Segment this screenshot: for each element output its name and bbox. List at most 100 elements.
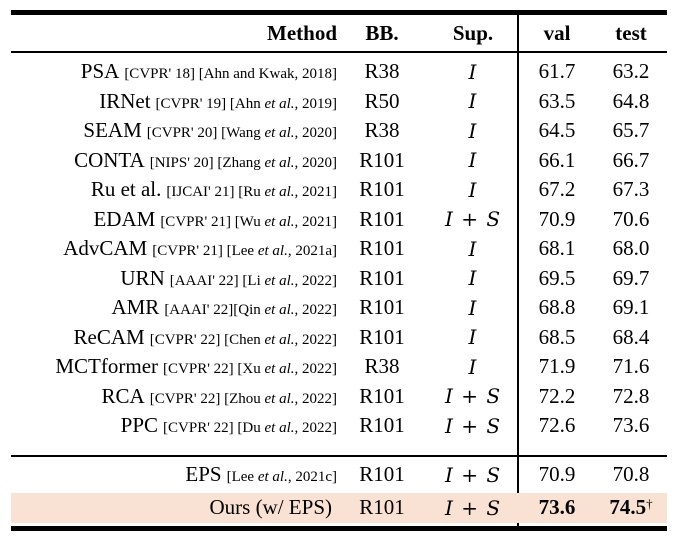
table-row: AMR [AAAI' 22][Qin et al., 2022] R101 I 6…	[11, 293, 667, 323]
supervision-cell: I	[468, 295, 478, 320]
supervision-cell: I + S	[444, 384, 502, 409]
table-row: IRNet [CVPR' 19] [Ahn et al., 2019] R50 I…	[11, 87, 667, 117]
table-row: RCA [CVPR' 22] [Zhou et al., 2022] R101 I…	[11, 382, 667, 412]
table-row: CONTA [NIPS' 20] [Zhang et al., 2020] R10…	[11, 146, 667, 176]
val-cell: 73.6	[538, 495, 576, 519]
test-cell: 68.4	[612, 324, 650, 349]
test-cell: 64.8	[612, 88, 650, 113]
val-cell: 64.5	[538, 118, 576, 143]
val-cell: 72.2	[538, 383, 576, 408]
method-name: CONTA	[74, 147, 145, 172]
method-cell: EDAM [CVPR' 21] [Wu et al., 2021]	[11, 207, 337, 232]
method-cell: PPC [CVPR' 22] [Du et al., 2022]	[11, 413, 337, 438]
method-cell: MCTformer [CVPR' 22] [Xu et al., 2022]	[11, 354, 337, 379]
method-name: PPC	[120, 413, 159, 438]
supervision-cell: I	[468, 148, 478, 173]
table-row: PSA [CVPR' 18] [Ahn and Kwak, 2018] R38 I…	[11, 57, 667, 87]
group-gap	[11, 441, 667, 455]
backbone-cell: R38	[364, 354, 400, 379]
table-row: Ru et al. [IJCAI' 21] [Ru et al., 2021] R…	[11, 175, 667, 205]
table-row: PPC [CVPR' 22] [Du et al., 2022] R101 I +…	[11, 411, 667, 441]
backbone-cell: R101	[359, 413, 405, 438]
supervision-cell: I	[468, 89, 478, 114]
method-citation: [CVPR' 21] [Lee et al., 2021a]	[152, 243, 337, 260]
table-row: ReCAM [CVPR' 22] [Chen et al., 2022] R101…	[11, 323, 667, 353]
results-table: Method BB. Sup. val test PSA [CVPR' 18] […	[11, 10, 667, 531]
val-cell: 68.1	[538, 236, 576, 261]
val-cell: 61.7	[538, 59, 576, 84]
table-row: EDAM [CVPR' 21] [Wu et al., 2021] R101 I …	[11, 205, 667, 235]
table-top-rule	[11, 10, 667, 15]
method-citation: [Lee et al., 2021c]	[226, 469, 337, 485]
method-cell: IRNet [CVPR' 19] [Ahn et al., 2019]	[11, 89, 337, 114]
backbone-cell: R101	[359, 236, 405, 261]
backbone-cell: R101	[359, 147, 405, 172]
backbone-cell: R101	[359, 206, 405, 231]
method-name: Ours (w/ EPS)	[209, 495, 332, 519]
supervision-cell: I + S	[444, 207, 502, 232]
backbone-cell: R101	[359, 295, 405, 320]
backbone-cell: R101	[359, 324, 405, 349]
val-cell: 70.9	[538, 462, 576, 486]
table-row: SEAM [CVPR' 20] [Wang et al., 2020] R38 I…	[11, 116, 667, 146]
supervision-cell: I	[468, 118, 478, 143]
supervision-cell: I + S	[444, 462, 502, 487]
test-cell: 67.3	[612, 177, 650, 202]
method-citation: [CVPR' 22] [Xu et al., 2022]	[163, 361, 337, 378]
val-cell: 70.9	[538, 206, 576, 231]
header-bb: BB.	[365, 20, 399, 45]
method-name: PSA	[80, 59, 120, 84]
supervision-cell: I	[468, 236, 478, 261]
backbone-cell: R101	[359, 383, 405, 408]
method-name: MCTformer	[55, 354, 159, 379]
method-cell: Ours (w/ EPS)	[11, 495, 337, 520]
method-name: Ru et al.	[90, 177, 162, 202]
column-divider-line	[517, 15, 519, 526]
test-cell: 63.2	[612, 59, 650, 84]
backbone-cell: R101	[359, 462, 405, 486]
test-cell: 73.6	[612, 413, 650, 438]
method-cell: ReCAM [CVPR' 22] [Chen et al., 2022]	[11, 325, 337, 350]
method-citation: [AAAI' 22] [Li et al., 2022]	[169, 272, 337, 289]
table-row: EPS [Lee et al., 2021c] R101 I + S 70.9 7…	[11, 457, 667, 493]
test-cell: 69.1	[612, 295, 650, 320]
method-citation: [AAAI' 22][Qin et al., 2022]	[164, 302, 337, 319]
supervision-cell: I	[468, 59, 478, 84]
method-cell: AMR [AAAI' 22][Qin et al., 2022]	[11, 295, 337, 320]
val-cell: 67.2	[538, 177, 576, 202]
val-cell: 66.1	[538, 147, 576, 172]
method-name: IRNet	[99, 88, 151, 113]
method-citation: [CVPR' 22] [Zhou et al., 2022]	[149, 390, 337, 407]
header-bottom-rule	[11, 51, 667, 53]
supervision-cell: I	[468, 325, 478, 350]
table-bottom-rule	[11, 525, 667, 531]
val-cell: 69.5	[538, 265, 576, 290]
supervision-cell: I	[468, 266, 478, 291]
method-cell: PSA [CVPR' 18] [Ahn and Kwak, 2018]	[11, 59, 337, 84]
backbone-cell: R101	[359, 177, 405, 202]
val-cell: 68.8	[538, 295, 576, 320]
header-row: Method BB. Sup. val test	[11, 15, 667, 51]
prior-methods-group: PSA [CVPR' 18] [Ahn and Kwak, 2018] R38 I…	[11, 53, 667, 441]
test-cell: 66.7	[612, 147, 650, 172]
table-row: AdvCAM [CVPR' 21] [Lee et al., 2021a] R10…	[11, 234, 667, 264]
test-cell: 65.7	[612, 118, 650, 143]
method-citation: [CVPR' 22] [Du et al., 2022]	[163, 420, 337, 437]
test-cell: 68.0	[612, 236, 650, 261]
supervision-cell: I	[468, 354, 478, 379]
val-cell: 63.5	[538, 88, 576, 113]
table-row: MCTformer [CVPR' 22] [Xu et al., 2022] R3…	[11, 352, 667, 382]
method-cell: CONTA [NIPS' 20] [Zhang et al., 2020]	[11, 148, 337, 173]
backbone-cell: R50	[364, 88, 400, 113]
supervision-cell: I	[468, 177, 478, 202]
method-citation: [CVPR' 19] [Ahn et al., 2019]	[155, 95, 337, 112]
header-method: Method	[267, 20, 337, 45]
table-row: URN [AAAI' 22] [Li et al., 2022] R101 I 6…	[11, 264, 667, 294]
method-name: EPS	[185, 462, 222, 486]
method-citation: [IJCAI' 21] [Ru et al., 2021]	[166, 184, 337, 201]
test-cell: 69.7	[612, 265, 650, 290]
supervision-cell: I + S	[444, 495, 502, 520]
header-val: val	[543, 20, 571, 45]
method-cell: RCA [CVPR' 22] [Zhou et al., 2022]	[11, 384, 337, 409]
val-cell: 71.9	[538, 354, 576, 379]
